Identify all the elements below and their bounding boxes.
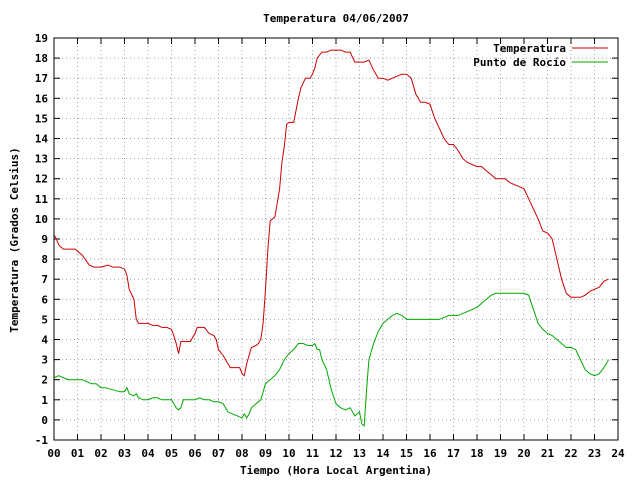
punto-de-rocio-line [53,292,610,427]
x-tick-label: 23 [588,447,601,460]
y-tick-label: 17 [35,72,48,85]
y-tick-label: 15 [35,112,48,125]
x-tick-label: 03 [118,447,131,460]
y-tick-label: 7 [41,273,48,286]
y-tick-label: 12 [35,173,48,186]
y-tick-label: 14 [35,133,49,146]
grid [53,37,619,441]
plot-lines [53,49,610,427]
x-tick-label: 21 [541,447,555,460]
y-tick-label: 0 [41,414,48,427]
temperatura-line [53,49,609,377]
x-tick-label: 06 [188,447,202,460]
y-tick-label: -1 [35,434,49,447]
x-tick-label: 15 [400,447,413,460]
x-tick-label: 19 [494,447,507,460]
y-tick-label: 5 [41,313,48,326]
x-tick-label: 01 [71,447,85,460]
x-tick-label: 17 [447,447,460,460]
x-tick-label: 14 [376,447,390,460]
x-tick-label: 08 [235,447,248,460]
x-tick-label: 10 [282,447,295,460]
x-axis: 00 01 02 03 04 05 06 07 08 09 10 11 12 13 14 15 16 17 18 19… [47,38,625,460]
plot-frame [53,37,619,441]
chart-title: Temperatura 04/06/2007 [263,12,409,25]
x-tick-label: 20 [517,447,530,460]
y-tick-label: 2 [41,374,48,387]
y-tick-label: 4 [41,334,48,347]
y-tick-label: 8 [41,253,48,266]
x-tick-label: 09 [259,447,272,460]
y-tick-label: 19 [35,32,48,45]
y-axis-label: Temperatura (Grados Celsius) [8,147,21,332]
y-tick-label: 18 [35,52,48,65]
x-tick-label: 13 [353,447,366,460]
y-tick-label: 16 [35,92,49,105]
x-tick-label: 24 [611,447,625,460]
y-tick-label: 13 [35,153,48,166]
x-tick-label: 18 [470,447,483,460]
x-tick-label: 16 [423,447,437,460]
x-tick-label: 02 [94,447,107,460]
x-tick-label: 00 [47,447,60,460]
y-tick-label: 3 [41,354,48,367]
y-tick-label: 6 [41,293,48,306]
legend-label: Temperatura [493,42,566,55]
x-tick-label: 05 [165,447,178,460]
x-tick-label: 07 [212,447,225,460]
y-tick-label: 9 [41,233,48,246]
x-tick-label: 22 [564,447,577,460]
legend-label: Punto de Rocío [473,56,566,69]
x-tick-label: 11 [306,447,320,460]
y-tick-label: 11 [35,193,49,206]
y-tick-label: 1 [41,394,48,407]
y-tick-label: 10 [35,213,48,226]
x-axis-label: Tiempo (Hora Local Argentina) [240,464,432,477]
x-tick-label: 12 [329,447,342,460]
x-tick-label: 04 [141,447,155,460]
